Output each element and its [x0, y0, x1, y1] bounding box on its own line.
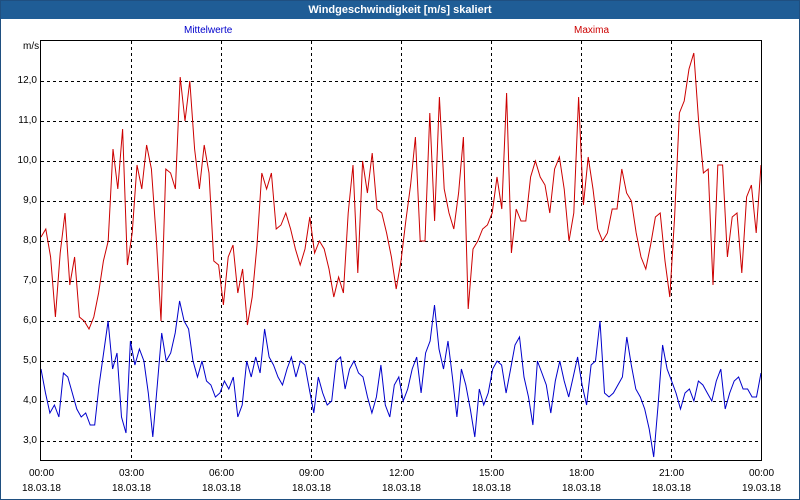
x-tick-date: 18.03.18 — [562, 483, 601, 494]
y-tick-label: 12,0 — [17, 74, 37, 86]
x-tick-time: 09:00 — [298, 468, 325, 479]
x-tick-date: 19.03.18 — [742, 483, 781, 494]
x-tick-date: 18.03.18 — [652, 483, 691, 494]
window-title: Windgeschwindigkeit [m/s] skaliert — [1, 1, 799, 19]
x-tick-label: 21:00 18.03.18 — [642, 466, 702, 496]
y-tick-label: 4,0 — [23, 394, 37, 406]
y-tick-label: 3,0 — [23, 434, 37, 446]
x-tick-time: 12:00 — [388, 468, 415, 479]
x-tick-time: 03:00 — [118, 468, 145, 479]
y-tick-label: 6,0 — [23, 314, 37, 326]
series-lines — [40, 52, 762, 458]
x-tick-label: 03:00 18.03.18 — [102, 466, 162, 496]
x-tick-date: 18.03.18 — [202, 483, 241, 494]
grid-lines — [41, 41, 761, 461]
legend-maxima: Maxima — [574, 25, 610, 36]
y-tick-label: 8,0 — [23, 234, 37, 246]
x-tick-label: 00:00 18.03.18 — [12, 466, 72, 496]
x-tick-time: 15:00 — [478, 468, 505, 479]
x-tick-date: 18.03.18 — [292, 483, 331, 494]
x-tick-label: 09:00 18.03.18 — [282, 466, 342, 496]
x-tick-label: 18:00 18.03.18 — [552, 466, 612, 496]
y-axis-unit-label: m/s — [23, 41, 40, 52]
y-tick-label: 11,0 — [18, 114, 37, 126]
series-line-mittelwerte — [40, 300, 762, 458]
x-tick-time: 06:00 — [208, 468, 235, 479]
x-tick-time: 00:00 — [28, 468, 55, 479]
y-tick-label: 7,0 — [23, 274, 37, 286]
plot-area-border — [40, 40, 762, 461]
x-tick-date: 18.03.18 — [382, 483, 421, 494]
x-tick-date: 18.03.18 — [22, 483, 61, 494]
x-tick-date: 18.03.18 — [472, 483, 511, 494]
x-tick-time: 18:00 — [568, 468, 595, 479]
x-tick-time: 21:00 — [658, 468, 685, 479]
x-tick-label: 15:00 18.03.18 — [462, 466, 522, 496]
x-tick-label: 12:00 18.03.18 — [372, 466, 432, 496]
x-tick-date: 18.03.18 — [112, 483, 151, 494]
series-line-maxima — [40, 52, 762, 331]
y-tick-label: 9,0 — [23, 194, 37, 206]
x-tick-time: 00:00 — [748, 468, 775, 479]
y-tick-label: 10,0 — [17, 154, 37, 166]
x-tick-label: 06:00 18.03.18 — [192, 466, 252, 496]
legend-mittelwerte: Mittelwerte — [184, 25, 233, 36]
y-tick-label: 5,0 — [23, 354, 37, 366]
x-tick-label: 00:00 19.03.18 — [732, 466, 792, 496]
